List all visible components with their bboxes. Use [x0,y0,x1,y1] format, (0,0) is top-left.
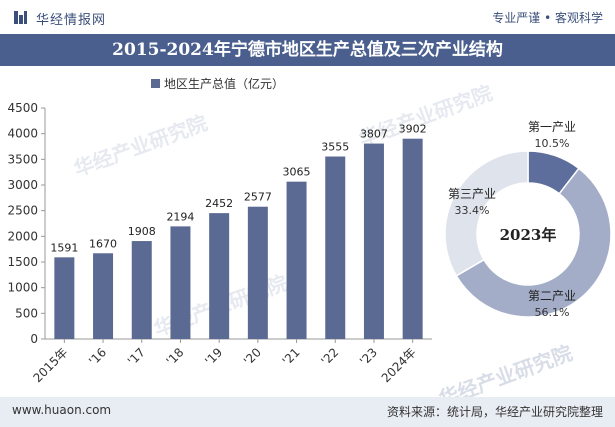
bar-value-label: 1908 [128,225,156,238]
logo-icon [14,11,27,24]
y-tick-label: 1500 [7,255,38,269]
x-tick-label: 2024年 [379,345,419,385]
slice-percent: 56.1% [535,306,570,319]
bar [286,181,307,339]
bar [363,143,384,339]
bar [170,226,191,339]
y-tick-label: 3500 [7,152,38,166]
x-tick-label: '20 [241,345,264,368]
y-tick-label: 2000 [7,229,38,243]
bar [93,253,114,339]
bar-value-label: 2452 [205,197,233,210]
y-tick-label: 500 [15,306,38,320]
source-note: 资料来源：统计局，华经产业研究院整理 [386,405,603,419]
x-tick-label: '16 [86,345,109,368]
x-tick-label: 2015年 [30,345,70,385]
bar-value-label: 2577 [244,191,272,204]
x-tick-label: '17 [125,345,148,368]
slice-label: 第一产业 [528,120,576,134]
bar-value-label: 3902 [399,123,427,136]
slice-label: 第三产业 [448,187,496,201]
x-tick-label: '23 [357,345,380,368]
donut-slice [455,167,612,318]
title-bar [0,34,615,66]
x-tick-label: '19 [202,345,225,368]
donut-center-label: 2023年 [500,226,557,244]
brand-name: 华经情报网 [36,13,107,28]
footer [0,397,615,427]
chart-title: 2015-2024年宁德市地区生产总值及三次产业结构 [112,40,503,60]
y-tick-label: 1000 [7,281,38,295]
y-tick-label: 4500 [7,101,38,115]
legend-swatch [151,79,160,88]
donut-chart: 第一产业 10.5% 第二产业 56.1% 第三产业 33.4% [444,120,612,319]
y-tick-label: 4000 [7,127,38,141]
bar [54,257,75,339]
legend-label: 地区生产总值（亿元） [164,76,284,91]
x-tick-label: '18 [164,345,187,368]
bar-value-label: 1670 [89,237,117,250]
donut-slice [444,150,529,277]
y-tick-label: 2500 [7,204,38,218]
y-tick-label: 0 [30,332,38,346]
slice-percent: 10.5% [535,137,570,150]
slogan: 专业严谨 • 客观科学 [492,11,603,25]
bar [131,241,152,339]
bar-value-label: 3555 [321,141,349,154]
y-tick-label: 3000 [7,178,38,192]
slice-label: 第二产业 [528,289,576,303]
bar-value-label: 2194 [166,210,194,223]
bar-value-label: 1591 [50,241,78,254]
bar [325,156,346,339]
bar [247,206,268,339]
bar-value-label: 3807 [360,128,388,141]
top-bar: 华经情报网 专业严谨 • 客观科学 [0,0,615,34]
x-tick-label: '22 [318,345,341,368]
bar-value-label: 3065 [283,166,311,179]
bar [209,213,230,339]
bars: 1591 1670 1908 2194 2452 2577 3065 3555 3807 3902 [50,123,427,339]
x-tick-label: '21 [280,345,303,368]
bar [402,138,423,339]
slice-percent: 33.4% [455,204,490,217]
website-link[interactable]: www.huaon.com [12,403,112,417]
legend: 地区生产总值（亿元） [151,76,284,91]
